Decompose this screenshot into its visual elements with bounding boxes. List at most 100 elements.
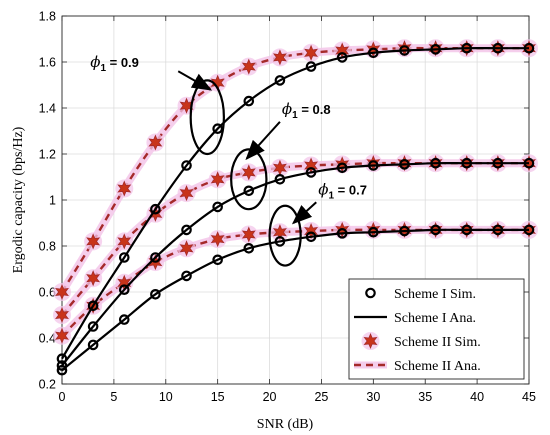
scheme-ii-sim-marker [272,224,287,241]
y-axis-label: Ergodic capacity (bps/Hz) [11,126,26,273]
scheme-i-sim-marker [430,224,441,236]
annotation-arrow [177,70,213,91]
annotation-ellipse [268,204,302,267]
annotation-label: ϕ1 = 0.7 [318,180,367,201]
scheme-i-sim-marker [368,160,379,171]
scheme-i-sim-marker [243,243,255,254]
scheme-ii-sim-marker [117,233,132,250]
y-tick-label: 0.6 [39,286,56,300]
scheme-i-sim-marker [461,224,473,236]
scheme-ii-sim-marker [397,155,412,172]
y-tick-label: 1.6 [39,56,56,70]
scheme-i-sim-marker [150,252,161,263]
scheme-ii-sim-marker [241,226,256,243]
scheme-i-ana-line [61,47,529,360]
scheme-i-sim-marker [492,42,504,54]
scheme-ii-sim-marker [397,221,412,238]
scheme-ii-sim-marker [428,40,443,57]
y-tick-label: 1 [49,194,56,208]
scheme-i-sim-marker [523,42,535,54]
scheme-i-sim-marker [212,254,223,266]
x-tick-label: 10 [159,390,173,404]
series-scheme-i-phi-09 [56,42,535,364]
scheme-ii-sim-marker [86,270,101,287]
annotation-phi-08: ϕ1 = 0.8 [230,100,331,211]
x-tick-label: 5 [110,390,117,404]
scheme-ii-sim-marker [210,231,225,248]
scheme-i-sim-marker [430,44,441,55]
scheme-i-sim-marker [336,162,348,174]
scheme-i-sim-marker [523,224,535,236]
scheme-i-sim-marker [368,47,379,59]
scheme-i-sim-marker [336,52,348,63]
series-scheme-i-phi-08 [56,157,535,371]
scheme-i-sim-marker [181,270,192,282]
annotation-arrow [291,201,317,225]
scheme-i-sim-marker [461,42,473,54]
scheme-ii-sim-marker [117,180,132,197]
x-tick-label: 35 [418,390,432,404]
annotation-label: ϕ1 = 0.9 [90,53,139,74]
scheme-i-sim-marker [212,123,223,134]
annotation-arrow [245,121,281,161]
scheme-i-sim-marker [305,167,317,178]
series-scheme-i-phi-07 [56,224,535,376]
scheme-i-sim-marker [368,226,379,238]
scheme-i-sim-marker [181,224,192,236]
scheme-i-sim-marker [212,201,223,213]
scheme-i-sim-marker [492,157,504,169]
annotations: ϕ1 = 0.9 ϕ1 = 0.8 ϕ1 = 0.7 [90,53,367,267]
y-tick-label: 0.2 [39,378,56,392]
scheme-i-sim-marker [305,231,317,243]
scheme-ii-sim-marker [304,223,319,240]
legend-item: Scheme I Ana. [354,311,476,326]
scheme-i-sim-marker [492,224,504,236]
scheme-i-sim-marker [150,203,161,215]
annotation-phi-07: ϕ1 = 0.7 [268,180,367,267]
scheme-i-sim-marker [118,252,130,263]
scheme-ii-sim-marker [55,306,69,324]
legend-label: Scheme I Ana. [394,311,476,326]
scheme-i-sim-marker [461,157,473,169]
legend-circle-marker [365,287,376,299]
legend-label: Scheme II Sim. [394,335,481,350]
legend-label: Scheme II Ana. [394,359,481,374]
scheme-ii-sim-marker [86,233,101,250]
scheme-i-sim-marker [87,321,99,332]
x-tick-label: 40 [470,390,484,404]
scheme-i-sim-marker [305,61,317,72]
scheme-i-ana-line [61,162,529,367]
scheme-i-sim-marker [118,284,130,295]
legend-item: Scheme II Ana. [354,359,481,374]
annotation-label: ϕ1 = 0.8 [282,100,331,121]
y-tick-label: 1.8 [39,10,56,24]
scheme-ii-sim-marker [179,240,194,257]
scheme-ii-sim-marker [148,134,163,151]
scheme-i-sim-marker [274,174,286,185]
scheme-ii-sim-marker [210,171,225,188]
scheme-i-sim-marker [181,160,192,171]
scheme-i-sim-marker [523,157,535,169]
x-tick-label: 45 [522,390,536,404]
y-tick-label: 1.4 [39,102,56,116]
scheme-i-sim-marker [399,225,410,237]
scheme-i-sim-marker [87,300,99,312]
scheme-i-sim-marker [399,45,410,56]
axes: 0 5 10 15 20 25 30 35 40 45 0.2 0.4 0.6 0.8 1 1.2 1.4 1.6… [39,10,536,405]
scheme-i-ana-line [61,228,529,372]
scheme-ii-ana-line [60,46,529,293]
scheme-i-sim-marker [56,364,68,376]
x-tick-label: 15 [211,390,225,404]
scheme-i-sim-marker [336,228,348,239]
scheme-ii-sim-marker [241,58,256,75]
legend-label: Scheme I Sim. [394,287,476,302]
series-layer [53,39,538,376]
scheme-i-sim-marker [87,339,99,351]
scheme-ii-sim-marker [304,44,319,61]
scheme-i-sim-marker [274,75,286,86]
legend-star-marker [363,332,378,350]
scheme-i-sim-marker [243,185,255,197]
x-tick-label: 20 [263,390,277,404]
y-tick-label: 0.4 [39,332,56,346]
x-tick-label: 25 [314,390,328,404]
